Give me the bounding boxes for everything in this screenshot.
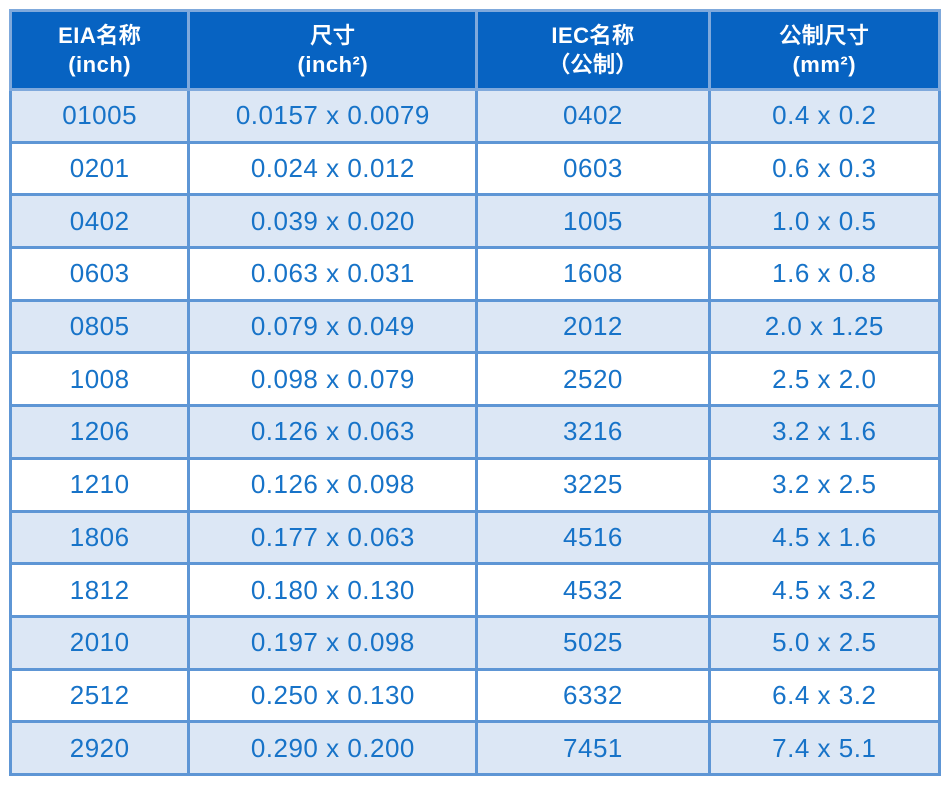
table-cell: 0.250 x 0.130 xyxy=(187,667,479,724)
column-title: IEC名称 xyxy=(551,22,635,48)
table-cell: 1206 xyxy=(8,404,191,460)
header-row: EIA名称 (inch) 尺寸 (inch²) IEC名称 （公制） 公制尺寸 … xyxy=(8,9,942,91)
table-cell: 2.0 x 1.25 xyxy=(707,298,942,355)
table-cell: 4.5 x 1.6 xyxy=(707,509,942,566)
table-row: 2010 0.197 x 0.098 5025 5.0 x 2.5 xyxy=(8,614,942,671)
table-body: 01005 0.0157 x 0.0079 0402 0.4 x 0.2 0201 0.0… xyxy=(8,88,942,776)
table: EIA名称 (inch) 尺寸 (inch²) IEC名称 （公制） 公制尺寸 … xyxy=(8,9,942,776)
table-cell: 1812 xyxy=(8,562,191,618)
table-cell: 0805 xyxy=(8,298,191,355)
table-cell: 5025 xyxy=(475,614,711,671)
table-cell: 0.126 x 0.063 xyxy=(187,404,479,460)
table-cell: 2512 xyxy=(8,667,191,724)
table-row: 1206 0.126 x 0.063 3216 3.2 x 1.6 xyxy=(8,404,942,460)
column-subtitle: (mm²) xyxy=(792,52,857,77)
column-title: EIA名称 xyxy=(58,22,142,48)
table-cell: 4532 xyxy=(475,562,711,618)
table-cell: 1608 xyxy=(475,246,711,302)
table-cell: 0.0157 x 0.0079 xyxy=(187,88,479,144)
table-row: 2512 0.250 x 0.130 6332 6.4 x 3.2 xyxy=(8,667,942,724)
table-cell: 5.0 x 2.5 xyxy=(707,614,942,671)
table-cell: 0.6 x 0.3 xyxy=(707,140,942,197)
table-cell: 6332 xyxy=(475,667,711,724)
table-row: 0402 0.039 x 0.020 1005 1.0 x 0.5 xyxy=(8,193,942,250)
table-row: 0603 0.063 x 0.031 1608 1.6 x 0.8 xyxy=(8,246,942,302)
table-cell: 0.290 x 0.200 xyxy=(187,720,479,776)
table-cell: 0402 xyxy=(475,88,711,144)
column-title: 公制尺寸 xyxy=(779,22,870,48)
table-row: 1806 0.177 x 0.063 4516 4.5 x 1.6 xyxy=(8,509,942,566)
table-cell: 1.0 x 0.5 xyxy=(707,193,942,250)
table-cell: 1.6 x 0.8 xyxy=(707,246,942,302)
table-cell: 0.4 x 0.2 xyxy=(707,88,942,144)
table-cell: 0603 xyxy=(8,246,191,302)
table-cell: 0201 xyxy=(8,140,191,197)
table-cell: 3216 xyxy=(475,404,711,460)
table-cell: 2012 xyxy=(475,298,711,355)
column-title: 尺寸 xyxy=(310,22,356,48)
table-row: 0201 0.024 x 0.012 0603 0.6 x 0.3 xyxy=(8,140,942,197)
column-header-eia-name: EIA名称 (inch) xyxy=(8,9,191,91)
table-row: 1812 0.180 x 0.130 4532 4.5 x 3.2 xyxy=(8,562,942,618)
table-cell: 2.5 x 2.0 xyxy=(707,351,942,408)
table-cell: 4516 xyxy=(475,509,711,566)
table-cell: 0.126 x 0.098 xyxy=(187,456,479,513)
table-row: 1210 0.126 x 0.098 3225 3.2 x 2.5 xyxy=(8,456,942,513)
table-cell: 1008 xyxy=(8,351,191,408)
table-cell: 0.098 x 0.079 xyxy=(187,351,479,408)
table-cell: 1806 xyxy=(8,509,191,566)
table-cell: 0.177 x 0.063 xyxy=(187,509,479,566)
table-row: 1008 0.098 x 0.079 2520 2.5 x 2.0 xyxy=(8,351,942,408)
column-header-iec-name: IEC名称 （公制） xyxy=(475,9,711,91)
table-cell: 3225 xyxy=(475,456,711,513)
table-cell: 0.063 x 0.031 xyxy=(187,246,479,302)
table-cell: 4.5 x 3.2 xyxy=(707,562,942,618)
column-subtitle: (inch) xyxy=(68,52,132,77)
table-cell: 2520 xyxy=(475,351,711,408)
table-cell: 01005 xyxy=(8,88,191,144)
table-cell: 7.4 x 5.1 xyxy=(707,720,942,776)
table-cell: 0603 xyxy=(475,140,711,197)
column-header-inch-size: 尺寸 (inch²) xyxy=(187,9,479,91)
table-cell: 3.2 x 1.6 xyxy=(707,404,942,460)
table-header: EIA名称 (inch) 尺寸 (inch²) IEC名称 （公制） 公制尺寸 … xyxy=(8,9,942,91)
table-cell: 0.197 x 0.098 xyxy=(187,614,479,671)
table-cell: 0.039 x 0.020 xyxy=(187,193,479,250)
table-cell: 6.4 x 3.2 xyxy=(707,667,942,724)
table-cell: 0.079 x 0.049 xyxy=(187,298,479,355)
column-subtitle: （公制） xyxy=(547,52,638,77)
table-cell: 2010 xyxy=(8,614,191,671)
table-cell: 7451 xyxy=(475,720,711,776)
table-row: 01005 0.0157 x 0.0079 0402 0.4 x 0.2 xyxy=(8,88,942,144)
table-row: 2920 0.290 x 0.200 7451 7.4 x 5.1 xyxy=(8,720,942,776)
table-cell: 0.180 x 0.130 xyxy=(187,562,479,618)
table-row: 0805 0.079 x 0.049 2012 2.0 x 1.25 xyxy=(8,298,942,355)
column-subtitle: (inch²) xyxy=(297,52,369,77)
table-cell: 0.024 x 0.012 xyxy=(187,140,479,197)
column-header-metric-size: 公制尺寸 (mm²) xyxy=(707,9,942,91)
size-code-table: EIA名称 (inch) 尺寸 (inch²) IEC名称 （公制） 公制尺寸 … xyxy=(8,9,942,776)
table-cell: 3.2 x 2.5 xyxy=(707,456,942,513)
table-cell: 0402 xyxy=(8,193,191,250)
table-cell: 2920 xyxy=(8,720,191,776)
table-cell: 1210 xyxy=(8,456,191,513)
table-cell: 1005 xyxy=(475,193,711,250)
